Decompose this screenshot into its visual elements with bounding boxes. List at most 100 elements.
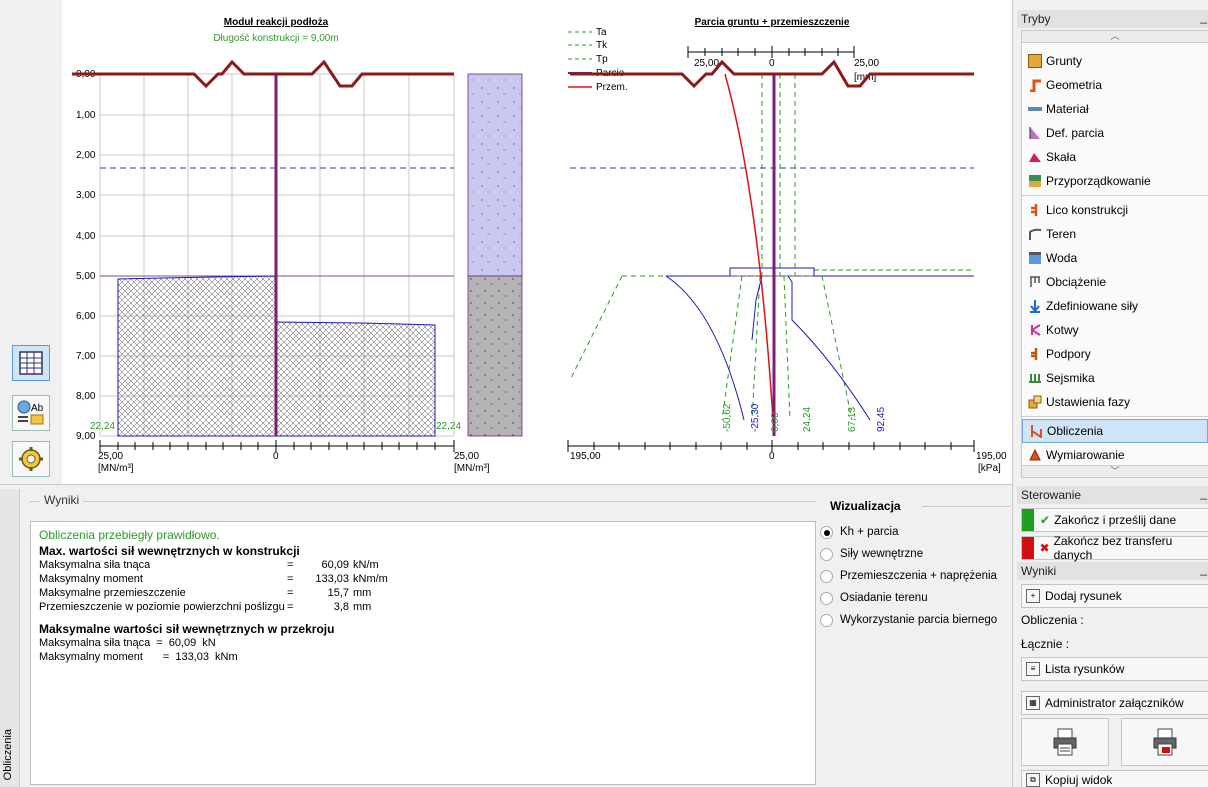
mode-grunty[interactable]: Grunty	[1022, 49, 1208, 73]
minimize-button[interactable]: _	[1200, 10, 1207, 24]
mode-def-parcia[interactable]: Def. parcia	[1022, 121, 1208, 145]
passive-top-line	[729, 269, 974, 277]
style-view-button[interactable]: Ab	[12, 395, 50, 431]
results-panel: Obliczenia Wyniki Obliczenia przebiegły …	[0, 484, 1012, 787]
soil-layer-upper-pattern	[468, 74, 522, 276]
figure-list-button[interactable]: ≡ Lista rysunków	[1021, 657, 1208, 681]
scroll-up-button[interactable]: ︿	[1022, 31, 1208, 43]
earth-pressure-lines	[569, 74, 853, 421]
bottom-axis-zero-label: 0	[769, 451, 775, 462]
radio-button[interactable]	[820, 613, 833, 627]
add-figure-icon: +	[1026, 589, 1040, 603]
legend-ta: Ta	[596, 27, 607, 38]
radio-settlement[interactable]: Osiadanie terenu	[820, 587, 1010, 609]
minimize-button[interactable]: _	[1200, 486, 1207, 500]
vertical-tab-calculation[interactable]: Obliczenia	[0, 489, 20, 787]
water-icon	[1028, 251, 1042, 265]
mode-podpory[interactable]: Podpory	[1022, 342, 1208, 366]
print-preview-button[interactable]	[1121, 718, 1208, 766]
bottom-axis-min-label: 195,00	[570, 451, 601, 462]
print-button[interactable]	[1021, 718, 1109, 766]
radio-displacements[interactable]: Przemieszczenia + naprężenia	[820, 565, 1010, 587]
left-axis-zero-label: 0	[273, 451, 279, 462]
mode-wymiarowanie[interactable]: Wymiarowanie	[1022, 443, 1208, 467]
mode-woda[interactable]: Woda	[1022, 246, 1208, 270]
calc-count-label: Obliczenia :	[1021, 613, 1084, 627]
depth-label-8: 8,00	[76, 391, 96, 402]
attachment-icon: ▦	[1026, 696, 1040, 710]
radio-passive-usage[interactable]: Wykorzystanie parcia biernego	[820, 609, 1010, 631]
result-row: Maksymalne przemieszczenie = 15,7 mm	[39, 587, 372, 599]
finish-send-button[interactable]: ✔ Zakończ i prześlij dane	[1021, 508, 1208, 532]
attachments-button[interactable]: ▦ Administrator załączników	[1021, 691, 1208, 715]
mode-teren[interactable]: Teren	[1022, 222, 1208, 246]
radio-button[interactable]	[820, 591, 833, 605]
mode-sejsmika[interactable]: Sejsmika	[1022, 366, 1208, 390]
mode-ustawienia-fazy[interactable]: Ustawienia fazy	[1022, 390, 1208, 414]
section2-title: Maksymalne wartości sił wewnętrznych w p…	[39, 622, 335, 636]
legend-tk: Tk	[596, 40, 608, 51]
modulus-left-value: 22,24	[90, 421, 115, 432]
support-icon	[1028, 347, 1042, 361]
depth-label-3: 3,00	[76, 190, 96, 201]
bottom-axis-max-label: 195,00	[976, 451, 1007, 462]
mode-skala[interactable]: Skała	[1022, 145, 1208, 169]
value-parcie-pos: 92,45	[876, 407, 887, 432]
terrain-line-right	[570, 59, 974, 89]
settings-button[interactable]	[12, 441, 50, 477]
copy-view-button[interactable]: ⧉ Kopiuj widok	[1021, 770, 1208, 787]
pressure-curve-inner	[751, 275, 763, 341]
radio-button[interactable]	[820, 547, 833, 561]
mode-kotwy[interactable]: Kotwy	[1022, 318, 1208, 342]
radio-button-selected[interactable]	[820, 525, 833, 539]
anchor-icon	[1028, 323, 1042, 337]
assignment-icon	[1028, 174, 1042, 188]
minimize-button[interactable]: _	[1200, 562, 1207, 576]
depth-label-1: 1,00	[76, 110, 96, 121]
left-axis-max-label: 25,00	[454, 451, 479, 462]
result-row: Maksymalna siła tnąca = 60,09 kN	[39, 637, 216, 649]
results-textbox[interactable]: Obliczenia przebiegły prawidłowo. Max. w…	[30, 521, 816, 785]
section1-title: Max. wartości sił wewnętrznych w konstru…	[39, 544, 300, 558]
mode-geometria[interactable]: Geometria	[1022, 73, 1208, 97]
result-row: Przemieszczenie w poziomie powierzchni p…	[39, 601, 372, 613]
graph-canvas: Moduł reakcji podłoża Długość konstrukcj…	[72, 17, 1007, 474]
finish-no-transfer-button[interactable]: ✖ Zakończ bez transferu danych	[1021, 534, 1208, 562]
add-figure-button[interactable]: + Dodaj rysunek	[1021, 584, 1208, 608]
radio-button[interactable]	[820, 569, 833, 583]
value-zero: 0,00	[770, 412, 781, 432]
depth-label-2: 2,00	[76, 150, 96, 161]
visualization-title: Wizualizacja	[830, 499, 1010, 513]
force-icon	[1028, 299, 1042, 313]
pressure-curve-right	[787, 275, 871, 421]
left-axis-min-unit: [MN/m³]	[98, 463, 134, 474]
soil-icon	[1028, 54, 1042, 68]
table-view-button[interactable]	[12, 345, 50, 381]
printer-icon	[1053, 728, 1077, 756]
left-toolbar: Ab	[0, 0, 62, 484]
rock-icon	[1028, 150, 1042, 164]
displacement-curve	[724, 73, 775, 437]
mode-sily[interactable]: Zdefiniowane siły	[1022, 294, 1208, 318]
gear-icon	[19, 447, 43, 471]
vertical-tab-label: Obliczenia	[2, 728, 14, 780]
mode-obciazenie[interactable]: Obciążenie	[1022, 270, 1208, 294]
top-axis-zero-label: 0	[769, 58, 775, 69]
calculation-icon	[1029, 424, 1043, 439]
status-message: Obliczenia przebiegły prawidłowo.	[39, 528, 220, 542]
mode-przyporzadkowanie[interactable]: Przyporządkowanie	[1022, 169, 1208, 193]
phase-settings-icon	[1028, 395, 1042, 409]
scroll-down-button[interactable]: ﹀	[1022, 465, 1208, 477]
copy-icon: ⧉	[1026, 773, 1040, 787]
mode-lico[interactable]: Lico konstrukcji	[1022, 198, 1208, 222]
radio-kh-parcia[interactable]: Kh + parcia	[820, 521, 1010, 543]
list-icon: ≡	[1026, 662, 1040, 676]
material-icon	[1028, 102, 1042, 116]
depth-label-6: 6,00	[76, 311, 96, 322]
mode-material[interactable]: Materiał	[1022, 97, 1208, 121]
radio-internal-forces[interactable]: Siły wewnętrzne	[820, 543, 1010, 565]
results-group: Wyniki Obliczenia przebiegły prawidłowo.…	[30, 493, 816, 785]
mode-obliczenia[interactable]: Obliczenia	[1022, 419, 1208, 443]
terrain-line-left	[72, 59, 454, 89]
wall-face-icon	[1028, 203, 1042, 217]
